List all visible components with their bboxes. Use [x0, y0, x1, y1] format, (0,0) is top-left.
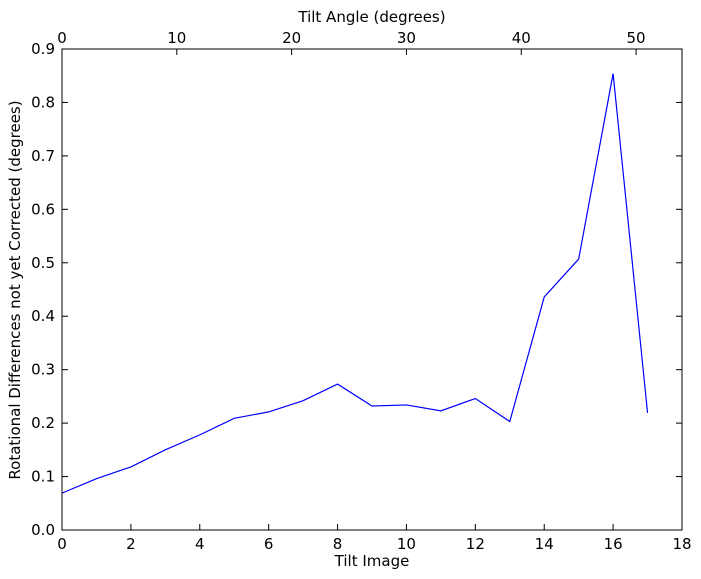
series-layer — [61, 73, 649, 494]
x-tick-label: 6 — [264, 535, 274, 553]
x-tick-label: 14 — [535, 535, 554, 553]
x2-axis-title: Tilt Angle (degrees) — [297, 8, 445, 26]
y-tick-label: 0.8 — [31, 93, 55, 111]
x-tick-label: 8 — [333, 535, 343, 553]
y-tick-label: 0.1 — [31, 468, 55, 486]
x-tick-label: 18 — [672, 535, 691, 553]
series-line-0 — [61, 73, 649, 494]
y-tick-label: 0.4 — [31, 307, 55, 325]
x2-tick-label: 50 — [627, 29, 646, 47]
y-tick-label: 0.9 — [31, 40, 55, 58]
y-tick-label: 0.3 — [31, 361, 55, 379]
plot-frame — [61, 48, 683, 531]
y-tick-label: 0.0 — [31, 521, 55, 539]
x2-tick-label: 10 — [167, 29, 186, 47]
ticks-layer: 0 2 4 6 8 10 12 14 16 18 0 10 20 30 40 50 0.0 0.1 0.2 0.3 0.… — [31, 29, 691, 553]
y-tick-label: 0.5 — [31, 254, 55, 272]
x-tick-label: 16 — [604, 535, 623, 553]
y-tick-label: 0.2 — [31, 414, 55, 432]
x2-tick-label: 20 — [282, 29, 301, 47]
x-tick-label: 4 — [195, 535, 205, 553]
y-tick-label: 0.6 — [31, 200, 55, 218]
x2-tick-label: 0 — [57, 29, 67, 47]
y-axis-title: Rotational Differences not yet Corrected… — [6, 100, 24, 479]
y-tick-label: 0.7 — [31, 147, 55, 165]
x-tick-label: 2 — [126, 535, 136, 553]
x-tick-label: 12 — [466, 535, 485, 553]
x-axis-title: Tilt Image — [334, 552, 410, 570]
x-tick-label: 0 — [57, 535, 67, 553]
x2-tick-label: 30 — [397, 29, 416, 47]
x-tick-label: 10 — [397, 535, 416, 553]
x2-tick-label: 40 — [512, 29, 531, 47]
